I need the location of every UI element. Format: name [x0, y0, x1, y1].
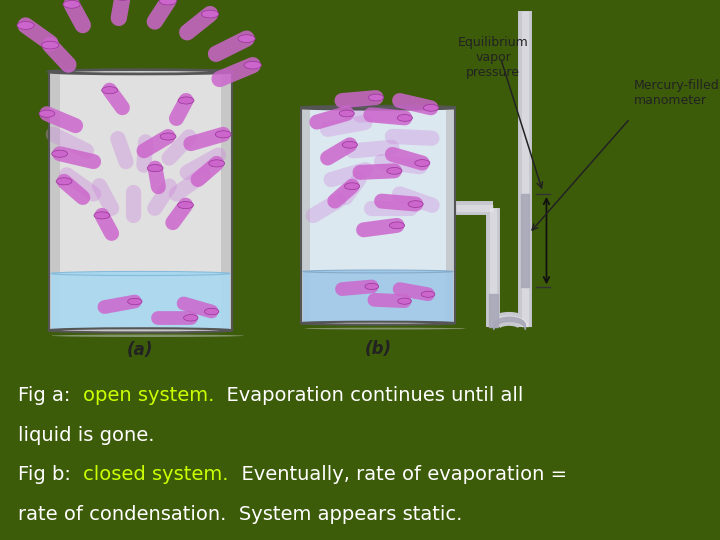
Ellipse shape	[365, 284, 379, 289]
Text: open system.: open system.	[83, 386, 215, 405]
Text: closed system.: closed system.	[84, 465, 229, 484]
Ellipse shape	[339, 110, 354, 117]
Text: Fig a:: Fig a:	[18, 386, 83, 405]
Ellipse shape	[390, 222, 405, 229]
Ellipse shape	[408, 201, 423, 207]
Ellipse shape	[387, 167, 402, 174]
Polygon shape	[303, 272, 454, 323]
Ellipse shape	[178, 97, 194, 104]
Ellipse shape	[94, 212, 110, 219]
Ellipse shape	[184, 315, 198, 321]
Ellipse shape	[369, 94, 384, 101]
Ellipse shape	[397, 298, 411, 304]
Ellipse shape	[301, 322, 455, 325]
Ellipse shape	[342, 141, 357, 148]
Ellipse shape	[202, 10, 219, 18]
Polygon shape	[446, 108, 456, 323]
Ellipse shape	[52, 150, 68, 157]
Ellipse shape	[51, 334, 244, 337]
Text: liquid is gone.: liquid is gone.	[18, 426, 155, 444]
Ellipse shape	[50, 328, 230, 333]
Text: (a): (a)	[127, 341, 153, 359]
Text: Equilibrium
vapor
pressure: Equilibrium vapor pressure	[458, 36, 528, 79]
Ellipse shape	[423, 104, 438, 111]
Ellipse shape	[345, 183, 360, 190]
Ellipse shape	[415, 160, 430, 166]
Ellipse shape	[244, 61, 261, 69]
Ellipse shape	[56, 178, 72, 185]
Ellipse shape	[397, 114, 413, 122]
Ellipse shape	[178, 201, 194, 208]
Ellipse shape	[42, 41, 59, 49]
Ellipse shape	[17, 22, 35, 29]
Ellipse shape	[302, 322, 454, 325]
Ellipse shape	[49, 328, 232, 333]
Ellipse shape	[204, 308, 219, 315]
Ellipse shape	[127, 298, 142, 305]
Ellipse shape	[160, 133, 176, 140]
Polygon shape	[49, 72, 232, 330]
Ellipse shape	[63, 1, 80, 8]
Ellipse shape	[238, 35, 255, 43]
Ellipse shape	[160, 0, 177, 5]
Ellipse shape	[50, 272, 230, 275]
Text: Evaporation continues until all: Evaporation continues until all	[215, 386, 523, 405]
Polygon shape	[301, 108, 310, 323]
Ellipse shape	[301, 106, 455, 109]
Ellipse shape	[147, 165, 163, 172]
Ellipse shape	[49, 70, 232, 74]
Ellipse shape	[39, 110, 55, 117]
Ellipse shape	[421, 291, 435, 298]
Ellipse shape	[102, 86, 117, 94]
Ellipse shape	[304, 328, 467, 329]
Polygon shape	[301, 108, 456, 323]
Text: Eventually, rate of evaporation =: Eventually, rate of evaporation =	[229, 465, 567, 484]
Polygon shape	[49, 72, 60, 330]
Polygon shape	[50, 273, 230, 330]
Text: (b): (b)	[364, 340, 392, 358]
Polygon shape	[221, 72, 232, 330]
Ellipse shape	[215, 131, 231, 138]
Ellipse shape	[209, 160, 225, 167]
Ellipse shape	[302, 270, 454, 273]
Text: Fig b:: Fig b:	[18, 465, 84, 484]
Text: Mercury-filled
manometer: Mercury-filled manometer	[634, 79, 719, 107]
Text: rate of condensation.  System appears static.: rate of condensation. System appears sta…	[18, 505, 462, 524]
